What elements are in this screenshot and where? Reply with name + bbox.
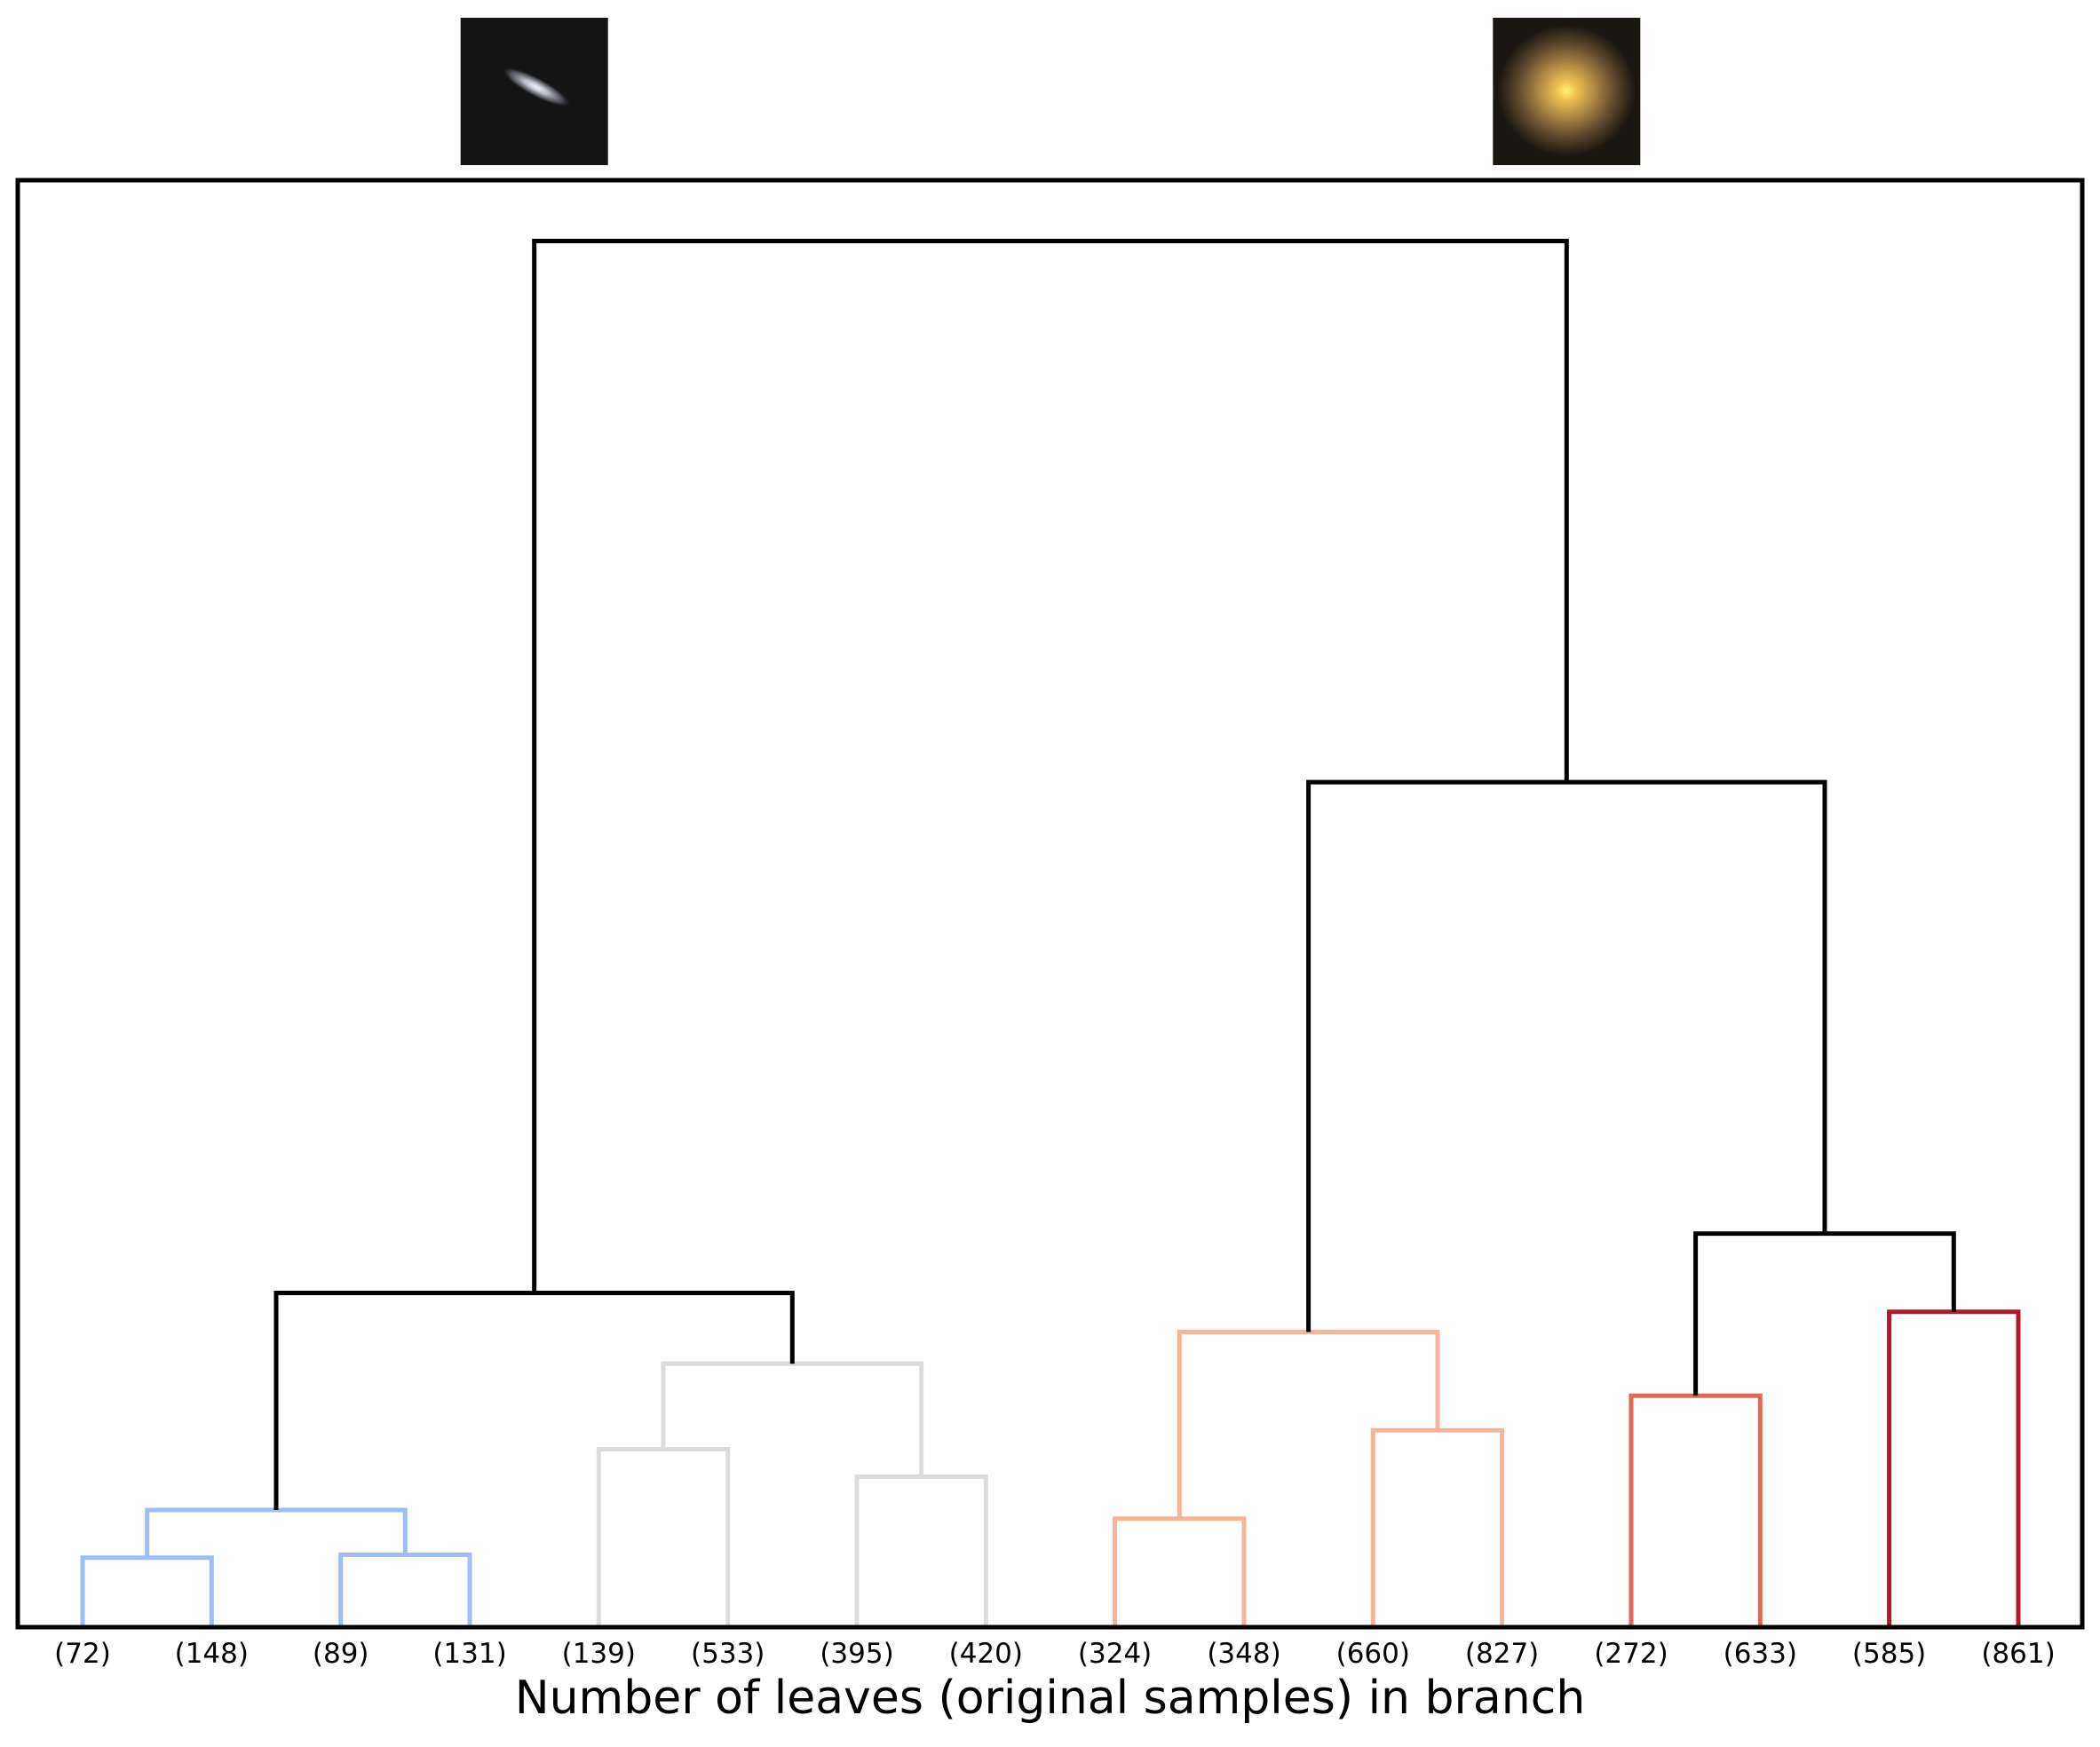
plot-frame (15, 178, 2085, 1630)
leaf-tick-label: (633) (1724, 1638, 1797, 1670)
leaf-tick-label: (148) (175, 1638, 249, 1670)
leaf-tick-label: (660) (1336, 1638, 1410, 1670)
leaf-tick-label: (272) (1594, 1638, 1668, 1670)
leaf-tick-label: (861) (1981, 1638, 2055, 1670)
dendrogram-link-m13 (1693, 1231, 1956, 1396)
leaf-tick-label: (585) (1852, 1638, 1926, 1670)
elliptical-galaxy-thumbnail (1493, 18, 1641, 165)
leaf-tick-label: (72) (54, 1638, 111, 1670)
dendrogram-link-m2 (338, 1553, 472, 1627)
leaf-tick-label: (395) (820, 1638, 893, 1670)
dendrogram-link-m1 (80, 1555, 214, 1627)
dendrogram-link-m15 (532, 239, 1569, 1293)
leaf-tick-label: (420) (949, 1638, 1023, 1670)
dendrogram-link-m8 (1113, 1516, 1247, 1627)
x-axis-label: Number of leaves (original samples) in b… (515, 1672, 1586, 1725)
dendrogram-link-m5 (854, 1474, 988, 1627)
dendrogram-link-m11 (1628, 1393, 1763, 1627)
leaf-tick-label: (348) (1207, 1638, 1280, 1670)
leaf-tick-label: (324) (1078, 1638, 1152, 1670)
dendrogram-link-m3 (145, 1507, 408, 1558)
leaf-tick-label: (533) (691, 1638, 765, 1670)
leaf-tick-label: (131) (432, 1638, 506, 1670)
leaf-tick-label: (89) (313, 1638, 369, 1670)
dendrogram-link-m4 (596, 1447, 731, 1627)
dendrogram-link-m10 (1177, 1330, 1440, 1519)
dendrogram-link-m6 (661, 1361, 924, 1477)
leaf-tick-label: (139) (562, 1638, 636, 1670)
edge-on-galaxy-thumbnail (460, 18, 608, 165)
dendrogram-link-m14 (1306, 779, 1827, 1332)
dendrogram-link-m12 (1887, 1309, 2021, 1627)
leaf-tick-label: (827) (1465, 1638, 1539, 1670)
dendrogram-link-m7 (273, 1291, 795, 1510)
dendrogram-link-m9 (1370, 1427, 1505, 1627)
